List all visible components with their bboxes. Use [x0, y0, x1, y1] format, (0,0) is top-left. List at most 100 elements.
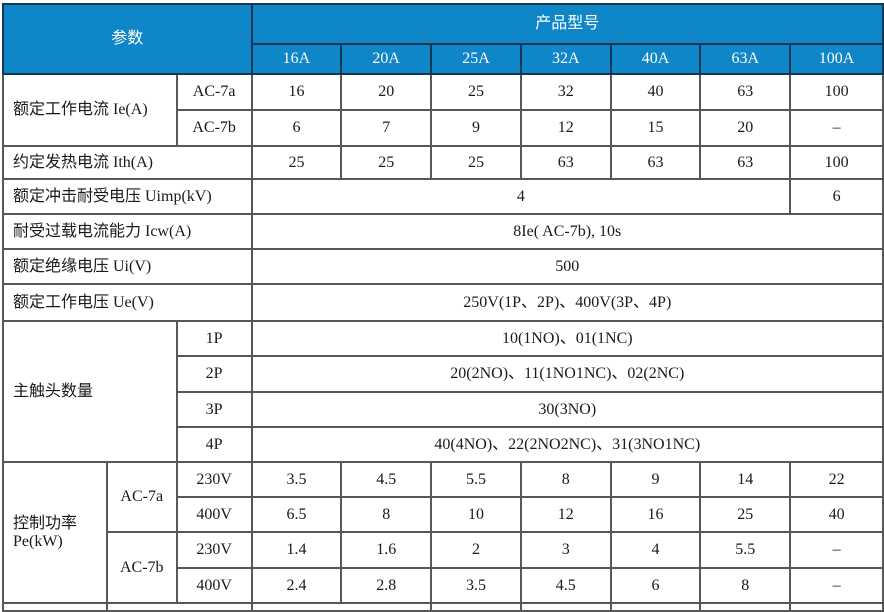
merged-value-cell: 10(1NO)、01(1NC) — [250, 320, 884, 357]
row-rated-current-ac7a: 额定工作电流 Ie(A) AC-7a 16 20 25 32 40 63 100 — [2, 73, 884, 147]
value-cell: 40 — [789, 496, 884, 533]
empty-cell — [519, 602, 612, 612]
merged-value-cell: 8Ie( AC-7b), 10s — [250, 213, 884, 250]
value-cell: 5.5 — [699, 531, 792, 569]
sub-label-ac7a: AC-7a — [105, 461, 178, 533]
merged-value-cell: 20(2NO)、11(1NO1NC)、02(2NC) — [250, 355, 884, 393]
value-cell: 6 — [789, 178, 884, 215]
col-header-20a: 20A — [340, 43, 433, 75]
sub-label-3p: 3P — [175, 391, 253, 428]
value-cell: 63 — [609, 145, 702, 180]
sub-label-400v: 400V — [175, 496, 253, 533]
row-contacts-4p: 4P 40(4NO)、22(2NO2NC)、31(3NO1NC) — [3, 426, 884, 463]
value-cell: 3.5 — [250, 461, 343, 498]
value-cell: 20 — [340, 73, 433, 111]
value-cell: 1.4 — [250, 531, 343, 569]
value-cell: 9 — [609, 461, 702, 498]
sub-label-4p: 4P — [175, 426, 253, 463]
value-cell: 25 — [340, 145, 433, 180]
row-next-section-cropped — [2, 602, 884, 612]
value-cell: 9 — [430, 109, 522, 147]
col-header-25a: 25A — [430, 43, 522, 75]
row-operating-voltage: 额定工作电压 Ue(V) 250V(1P、2P)、400V(3P、4P) — [2, 283, 884, 322]
value-cell: 63 — [699, 73, 792, 111]
control-power-label-line2: Pe(kW) — [13, 532, 63, 550]
row-label-rated-current: 额定工作电流 Ie(A) — [2, 73, 178, 147]
value-cell: 3 — [519, 531, 612, 569]
product-spec-table: 参数 产品型号 16A 20A 25A 32A 40A 63A 100A 额定工… — [2, 3, 884, 612]
sub-label-ac7b: AC-7b — [105, 531, 178, 604]
value-cell: 100 — [789, 145, 884, 180]
row-overload-capacity: 耐受过载电流能力 Icw(A) 8Ie( AC-7b), 10s — [2, 213, 884, 250]
row-control-power-ac7a-400v: 400V 6.5 8 10 12 16 25 40 — [3, 496, 884, 533]
value-cell: – — [789, 567, 884, 604]
param-header-cell: 参数 — [2, 3, 253, 75]
value-cell: 100 — [789, 73, 884, 111]
value-cell: 12 — [519, 109, 612, 147]
value-cell: 25 — [430, 73, 522, 111]
empty-cell — [789, 602, 884, 612]
header-row-top: 参数 产品型号 — [2, 3, 884, 75]
value-cell: 16 — [250, 73, 343, 111]
row-contacts-1p: 主触头数量 1P 10(1NO)、01(1NC) — [2, 320, 884, 463]
empty-cell — [250, 602, 433, 612]
row-label-impulse-voltage: 额定冲击耐受电压 Uimp(kV) — [2, 178, 253, 215]
value-cell: 1.6 — [340, 531, 433, 569]
row-control-power-ac7a-230v: 控制功率 Pe(kW) AC-7a 230V 3.5 4.5 5.5 8 9 1… — [2, 461, 884, 604]
value-cell: 3.5 — [430, 567, 522, 604]
col-header-63a: 63A — [699, 43, 792, 75]
empty-cell — [105, 602, 253, 612]
sub-label-ac7b: AC-7b — [175, 109, 253, 147]
col-header-100a: 100A — [789, 43, 884, 75]
value-cell: 16 — [609, 496, 702, 533]
value-cell: 8 — [519, 461, 612, 498]
value-cell: 10 — [430, 496, 522, 533]
value-cell: 7 — [340, 109, 433, 147]
merged-value-cell: 250V(1P、2P)、400V(3P、4P) — [250, 283, 884, 322]
empty-cell — [699, 602, 792, 612]
row-contacts-3p: 3P 30(3NO) — [3, 391, 884, 428]
row-label-thermal-current: 约定发热电流 Ith(A) — [2, 145, 253, 180]
value-cell: 2 — [430, 531, 522, 569]
row-label-overload-capacity: 耐受过载电流能力 Icw(A) — [2, 213, 253, 250]
value-cell: 15 — [609, 109, 702, 147]
row-thermal-current: 约定发热电流 Ith(A) 25 25 25 63 63 63 100 — [2, 145, 884, 180]
row-contacts-2p: 2P 20(2NO)、11(1NO1NC)、02(2NC) — [3, 355, 884, 393]
value-cell: 40 — [609, 73, 702, 111]
control-power-label-line1: 控制功率 — [13, 514, 78, 532]
merged-value-cell: 500 — [250, 248, 884, 285]
header-row-columns: 16A 20A 25A 32A 40A 63A 100A — [3, 43, 884, 75]
sub-label-230v: 230V — [175, 531, 253, 569]
row-label-main-contacts: 主触头数量 — [2, 320, 178, 463]
value-cell: 25 — [250, 145, 343, 180]
sub-label-230v: 230V — [175, 461, 253, 498]
empty-cell — [430, 602, 522, 612]
value-cell: 4.5 — [340, 461, 433, 498]
row-label-operating-voltage: 额定工作电压 Ue(V) — [2, 283, 253, 322]
sub-label-2p: 2P — [175, 355, 253, 393]
value-cell: 12 — [519, 496, 612, 533]
value-cell: 22 — [789, 461, 884, 498]
col-header-16a: 16A — [250, 43, 343, 75]
value-cell: 4 — [609, 531, 702, 569]
value-cell: 8 — [699, 567, 792, 604]
sub-label-400v: 400V — [175, 567, 253, 604]
value-cell: 6.5 — [250, 496, 343, 533]
value-cell: 25 — [699, 496, 792, 533]
row-control-power-ac7b-230v: AC-7b 230V 1.4 1.6 2 3 4 5.5 – — [3, 531, 884, 604]
row-impulse-voltage: 额定冲击耐受电压 Uimp(kV) 4 6 — [2, 178, 884, 215]
merged-value-cell: 40(4NO)、22(2NO2NC)、31(3NO1NC) — [250, 426, 884, 463]
product-model-header-cell: 产品型号 — [250, 3, 884, 45]
value-cell: – — [789, 531, 884, 569]
row-insulation-voltage: 额定绝缘电压 Ui(V) 500 — [2, 248, 884, 285]
value-cell: 14 — [699, 461, 792, 498]
value-cell: 8 — [340, 496, 433, 533]
empty-cell — [2, 602, 108, 612]
value-cell: 5.5 — [430, 461, 522, 498]
value-cell: 6 — [250, 109, 343, 147]
row-label-control-power: 控制功率 Pe(kW) — [2, 461, 108, 604]
value-cell: 20 — [699, 109, 792, 147]
sub-label-1p: 1P — [175, 320, 253, 357]
merged-value-cell: 30(3NO) — [250, 391, 884, 428]
value-cell: 32 — [519, 73, 612, 111]
